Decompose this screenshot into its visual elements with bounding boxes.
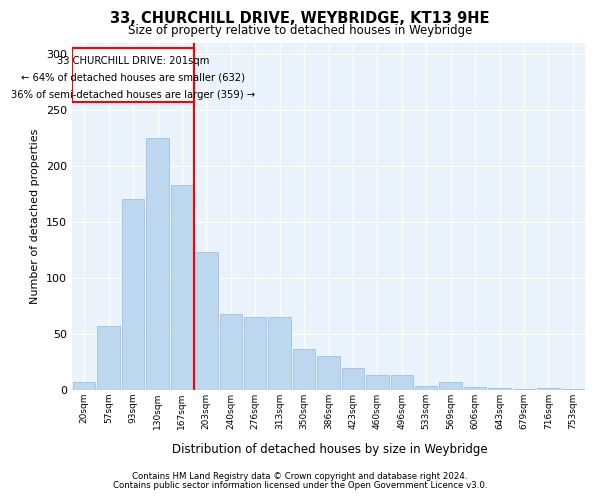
Bar bbox=[97, 326, 120, 390]
Text: 33, CHURCHILL DRIVE, WEYBRIDGE, KT13 9HE: 33, CHURCHILL DRIVE, WEYBRIDGE, KT13 9HE bbox=[110, 11, 490, 26]
Bar bbox=[72, 48, 194, 102]
Bar bbox=[439, 382, 462, 390]
Bar bbox=[244, 317, 266, 390]
Bar bbox=[293, 348, 316, 390]
Bar bbox=[170, 185, 193, 390]
Bar bbox=[268, 317, 291, 390]
Text: 33 CHURCHILL DRIVE: 201sqm: 33 CHURCHILL DRIVE: 201sqm bbox=[57, 56, 209, 66]
Text: Contains public sector information licensed under the Open Government Licence v3: Contains public sector information licen… bbox=[113, 481, 487, 490]
Text: ← 64% of detached houses are smaller (632): ← 64% of detached houses are smaller (63… bbox=[21, 73, 245, 83]
Bar bbox=[415, 386, 437, 390]
Y-axis label: Number of detached properties: Number of detached properties bbox=[31, 128, 40, 304]
Bar bbox=[73, 382, 95, 390]
Bar bbox=[146, 138, 169, 390]
Bar bbox=[391, 376, 413, 390]
Bar bbox=[464, 386, 487, 390]
Text: Distribution of detached houses by size in Weybridge: Distribution of detached houses by size … bbox=[172, 442, 488, 456]
Bar bbox=[562, 389, 584, 390]
Bar bbox=[317, 356, 340, 390]
Bar bbox=[512, 389, 535, 390]
Bar bbox=[488, 388, 511, 390]
Text: Contains HM Land Registry data © Crown copyright and database right 2024.: Contains HM Land Registry data © Crown c… bbox=[132, 472, 468, 481]
Text: 36% of semi-detached houses are larger (359) →: 36% of semi-detached houses are larger (… bbox=[11, 90, 255, 100]
Text: Size of property relative to detached houses in Weybridge: Size of property relative to detached ho… bbox=[128, 24, 472, 37]
Bar bbox=[122, 200, 145, 390]
Bar bbox=[537, 388, 560, 390]
Bar bbox=[366, 376, 389, 390]
Bar bbox=[220, 314, 242, 390]
Bar bbox=[195, 252, 218, 390]
Bar bbox=[341, 368, 364, 390]
